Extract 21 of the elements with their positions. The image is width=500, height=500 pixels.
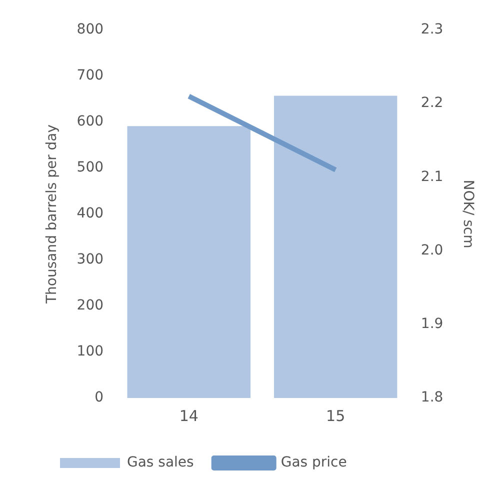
y-axis-title: Thousand barrels per day	[44, 124, 60, 305]
legend-label: Gas price	[280, 454, 347, 471]
y-tick-label: 400	[76, 206, 104, 222]
y2-tick-label: 1.9	[420, 316, 444, 332]
y-tick-label: 0	[94, 390, 104, 406]
x-tick-label: 14	[179, 406, 198, 425]
y2-tick-label: 2.3	[420, 22, 444, 38]
legend-label: Gas sales	[127, 454, 194, 471]
x-tick-label: 15	[326, 406, 346, 425]
y-tick-label: 600	[76, 114, 104, 130]
y-tick-label: 800	[76, 22, 104, 38]
y2-axis-title: NOK/ scm	[460, 180, 476, 248]
y-tick-label: 300	[76, 252, 104, 268]
y2-tick-label: 1.8	[420, 390, 444, 406]
y-tick-label: 500	[76, 160, 104, 176]
y-tick-label: 700	[76, 68, 104, 84]
y2-tick-label: 2.1	[420, 168, 444, 185]
y2-tick-label: 2.2	[420, 95, 444, 112]
y-tick-label: 100	[76, 344, 104, 360]
y2-tick-label: 2.0	[420, 242, 444, 258]
y-tick-label: 200	[76, 298, 104, 314]
